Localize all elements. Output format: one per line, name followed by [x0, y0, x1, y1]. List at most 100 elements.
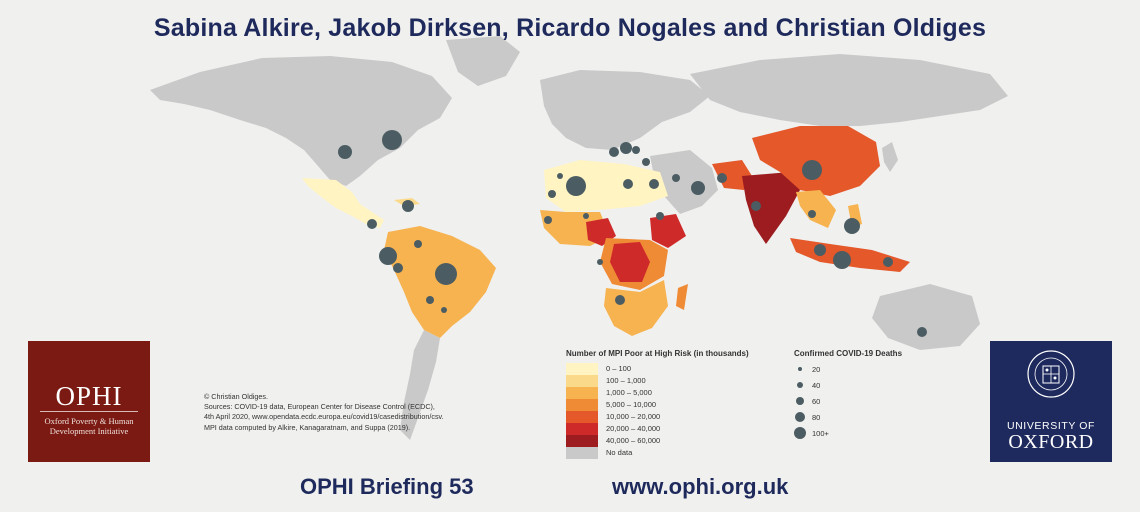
death-marker [441, 307, 447, 313]
death-marker [426, 296, 434, 304]
south-america-south [400, 330, 440, 440]
death-marker [435, 263, 457, 285]
legend-label: No data [606, 448, 633, 457]
legend-label: 5,000 – 10,000 [606, 400, 657, 409]
ophi-logo-subtitle: Oxford Poverty & Human Development Initi… [34, 416, 144, 436]
legend-dot-item: 20 [794, 363, 894, 379]
north-america [150, 56, 452, 186]
australia [872, 284, 980, 350]
death-marker [833, 251, 851, 269]
death-marker [338, 145, 352, 159]
death-marker [557, 173, 563, 179]
legend-dot-icon [796, 397, 804, 405]
authors-title: Sabina Alkire, Jakob Dirksen, Ricardo No… [153, 14, 987, 42]
legend-label: 40,000 – 60,000 [606, 436, 661, 445]
ophi-logo-name: OPHI [55, 381, 123, 411]
europe [540, 70, 710, 150]
death-marker [609, 147, 619, 157]
death-marker [544, 216, 552, 224]
oxford-logo-bottom: OXFORD [1008, 431, 1094, 453]
website-link[interactable]: www.ophi.org.uk [612, 474, 789, 499]
death-marker [917, 327, 927, 337]
legend-mpi-poor: Number of MPI Poor at High Risk (in thou… [566, 349, 786, 459]
legend-label: 20,000 – 40,000 [606, 424, 661, 433]
middle-east [650, 150, 718, 214]
madagascar [676, 284, 688, 310]
credits-line4: MPI data computed by Alkire, Kanagaratna… [204, 422, 411, 432]
oxford-logo-top: UNIVERSITY OF [1006, 420, 1096, 432]
legend-dot-icon [794, 427, 806, 439]
death-marker [623, 179, 633, 189]
oxford-logo: UNIVERSITY OF OXFORD [990, 341, 1112, 462]
legend-swatch [566, 375, 598, 387]
death-marker [672, 174, 680, 182]
legend-dot-icon [798, 367, 802, 371]
oxford-crest-icon [1027, 350, 1075, 398]
death-marker [583, 213, 589, 219]
death-marker [379, 247, 397, 265]
death-marker [597, 259, 603, 265]
ophi-logo-line2: Development Initiative [49, 426, 129, 436]
legend-dot-item: 60 [794, 395, 894, 411]
legend-swatch [566, 411, 598, 423]
mexico-central-america [302, 178, 384, 228]
death-marker [642, 158, 650, 166]
north-africa [544, 160, 668, 212]
death-marker [615, 295, 625, 305]
legend-swatch [566, 387, 598, 399]
legend-swatch [566, 435, 598, 447]
southeast-asia [796, 190, 836, 228]
death-marker [402, 200, 414, 212]
legend-label: 1,000 – 5,000 [606, 388, 652, 397]
legend-swatch [566, 447, 598, 459]
death-marker [844, 218, 860, 234]
legend-deaths-title: Confirmed COVID-19 Deaths [794, 349, 903, 358]
ethiopia [650, 214, 686, 248]
death-marker [691, 181, 705, 195]
greenland [446, 36, 520, 86]
legend-dot-item: 100+ [794, 427, 894, 443]
japan-korea [882, 142, 898, 172]
death-marker [566, 176, 586, 196]
credits-line3: 4th April 2020, www.opendata.ecdc.europa… [204, 412, 444, 422]
ophi-logo-divider [40, 411, 138, 412]
death-marker [649, 179, 659, 189]
death-marker [751, 201, 761, 211]
death-marker [382, 130, 402, 150]
legend-dot-label: 80 [812, 413, 821, 422]
dr-congo [610, 242, 650, 282]
india [742, 172, 800, 244]
legend-label: 10,000 – 20,000 [606, 412, 661, 421]
death-marker [367, 219, 377, 229]
death-marker [620, 142, 632, 154]
death-marker [717, 173, 727, 183]
credits: © Christian Oldiges. Sources: COVID-19 d… [204, 392, 504, 433]
southern-africa [604, 280, 668, 336]
legend-dot-item: 80 [794, 411, 894, 427]
death-marker [548, 190, 556, 198]
indonesia [790, 238, 910, 272]
death-marker [802, 160, 822, 180]
legend-swatch [566, 399, 598, 411]
credits-line1: © Christian Oldiges. [204, 392, 269, 401]
legend-dot-icon [797, 382, 803, 388]
death-marker [814, 244, 826, 256]
legend-dot-label: 20 [812, 365, 821, 374]
death-marker [632, 146, 640, 154]
legend-dot-item: 40 [794, 379, 894, 395]
death-marker [656, 212, 664, 220]
legend-mpi-title: Number of MPI Poor at High Risk (in thou… [566, 349, 749, 358]
legend-swatch [566, 363, 598, 375]
ophi-logo: OPHI Oxford Poverty & Human Development … [28, 341, 150, 462]
death-marker [414, 240, 422, 248]
death-marker [883, 257, 893, 267]
legend-dot-label: 60 [812, 397, 821, 406]
legend-label: 100 – 1,000 [606, 376, 646, 385]
credits-line2: Sources: COVID-19 data, European Center … [204, 402, 435, 412]
legend-covid-deaths: Confirmed COVID-19 Deaths 20 40 60 80 10… [794, 349, 954, 439]
death-marker [393, 263, 403, 273]
legend-swatch [566, 423, 598, 435]
death-marker [808, 210, 816, 218]
legend-dot-icon [795, 412, 805, 422]
